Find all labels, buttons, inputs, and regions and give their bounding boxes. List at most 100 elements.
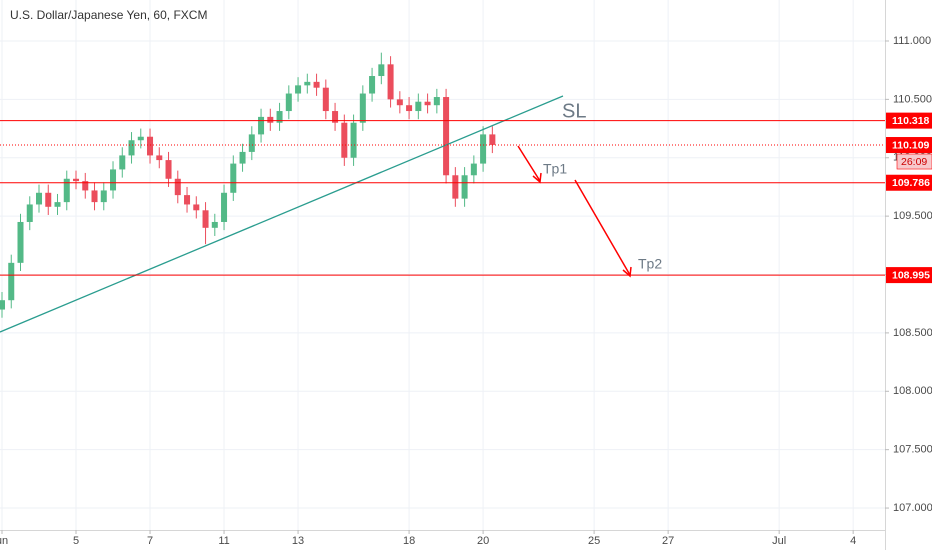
candle-group (332, 102, 339, 131)
candle-group (100, 182, 107, 211)
candle (313, 73, 320, 96)
candle-body (396, 99, 403, 106)
candle (128, 132, 135, 164)
candle-body (369, 76, 376, 94)
candle (73, 170, 80, 190)
x-tick-label: 13 (292, 535, 304, 547)
candle-group (470, 155, 477, 184)
candle-body (221, 192, 228, 222)
candle-body (341, 122, 348, 158)
x-tick-label: 7 (147, 535, 153, 547)
candle (35, 184, 43, 213)
level-label: 109.786 (892, 177, 930, 189)
last-price-label: 110.109 (892, 139, 930, 151)
candle-group (461, 167, 468, 207)
candle-body (267, 116, 274, 123)
candle-group (406, 97, 413, 120)
candle (396, 91, 403, 114)
candle-group (119, 147, 126, 178)
chart-title: U.S. Dollar/Japanese Yen, 60, FXCM (10, 8, 207, 22)
countdown-bg (896, 153, 932, 170)
candle (45, 184, 52, 215)
candle-group (221, 184, 228, 231)
candle-group (26, 196, 33, 231)
candle (110, 161, 117, 199)
candle (443, 88, 450, 184)
candle-body (211, 221, 218, 228)
candle-body (128, 140, 135, 156)
candle-group (0, 292, 6, 318)
level-label-bg (886, 174, 932, 191)
x-tick-label: 18 (403, 535, 415, 547)
candle (267, 108, 274, 131)
candle-group (248, 126, 255, 161)
candle-body (193, 204, 200, 211)
candle (137, 128, 144, 149)
candle (100, 182, 107, 211)
candle (202, 202, 209, 245)
candle-body (452, 175, 459, 199)
candle-group (387, 56, 394, 108)
candle (433, 88, 440, 114)
candle-body (285, 93, 292, 112)
candle-body (470, 163, 477, 176)
candle (211, 213, 218, 236)
candle-group (424, 93, 431, 114)
arrow-tp2 (574, 179, 631, 276)
candle-body (137, 136, 144, 141)
candle (332, 102, 339, 131)
candle-group (341, 114, 348, 166)
candle-group (369, 67, 376, 102)
y-tick-label: 111.000 (893, 35, 931, 47)
candle-body (239, 151, 246, 164)
x-tick-label: un (0, 535, 8, 547)
candle-body (73, 178, 80, 182)
candle (147, 128, 154, 164)
candle (17, 213, 24, 272)
candle (295, 77, 302, 102)
candle-body (304, 81, 311, 86)
annotation: SL (562, 100, 586, 122)
candle (276, 102, 283, 131)
y-tick-label: 109.500 (893, 210, 932, 222)
x-tick-label: 27 (662, 535, 674, 547)
candle-body (63, 178, 70, 203)
candle-group (73, 170, 80, 190)
candle-body (461, 175, 468, 199)
candle-body (415, 101, 422, 112)
candle-group (91, 182, 98, 211)
candle-group (165, 151, 172, 187)
candle-group (443, 88, 450, 184)
candle (184, 186, 191, 213)
candle-group (285, 85, 292, 120)
y-tick-label: 107.000 (893, 502, 932, 514)
candle-group (82, 172, 89, 199)
annotation: Tp2 (638, 256, 662, 272)
candle (248, 126, 255, 161)
candle (415, 93, 422, 120)
candle-group (295, 77, 302, 102)
candle-body (0, 300, 6, 310)
candle-group (63, 170, 70, 211)
candle (461, 167, 468, 207)
y-tick-label: 108.000 (893, 385, 932, 397)
candle (119, 147, 126, 178)
candle-body (276, 111, 283, 123)
candle-group (174, 170, 181, 204)
candle (239, 143, 246, 172)
candle-body (100, 190, 107, 203)
candle-group (202, 202, 209, 245)
candle (452, 167, 459, 207)
candle-group (193, 196, 200, 219)
x-tick-label: 4 (850, 535, 856, 547)
candle (378, 52, 385, 85)
candle-group (276, 102, 283, 131)
candle-body (332, 111, 339, 123)
candle-body (91, 190, 98, 203)
candle (359, 85, 366, 131)
candle-body (406, 105, 413, 112)
candle-body (359, 93, 366, 123)
candle-body (489, 134, 496, 145)
candle (193, 196, 200, 219)
